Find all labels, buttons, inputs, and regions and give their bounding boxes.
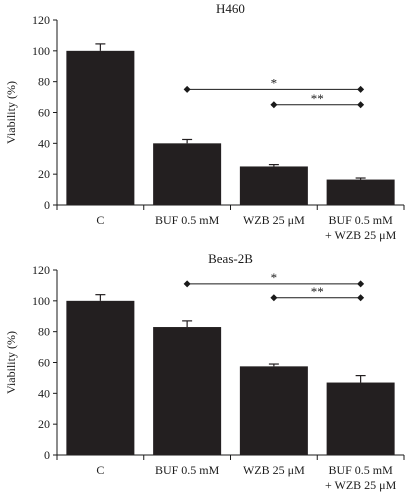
category-label: WZB 25 μM	[243, 213, 305, 227]
significance-end-marker	[357, 85, 365, 93]
significance-end-marker	[183, 280, 191, 288]
y-tick-label: 0	[44, 198, 50, 212]
category-label: BUF 0.5 mM	[328, 213, 393, 227]
y-tick-label: 100	[32, 44, 50, 58]
bar	[66, 300, 135, 455]
y-axis-label: Viability (%)	[4, 81, 18, 144]
significance-label: *	[271, 75, 278, 90]
category-label: C	[96, 213, 104, 227]
y-tick-label: 80	[38, 75, 50, 89]
y-tick-label: 20	[38, 167, 50, 181]
category-label: + WZB 25 μM	[325, 478, 397, 492]
y-tick-label: 40	[38, 386, 50, 400]
category-label: + WZB 25 μM	[325, 228, 397, 242]
bar	[153, 327, 222, 455]
bar	[326, 382, 395, 455]
significance-label: **	[311, 91, 324, 106]
significance-end-marker	[183, 85, 191, 93]
bar	[239, 366, 308, 455]
y-tick-label: 60	[38, 356, 50, 370]
category-label: WZB 25 μM	[243, 463, 305, 477]
category-label: BUF 0.5 mM	[155, 463, 220, 477]
significance-end-marker	[357, 294, 365, 302]
y-tick-label: 60	[38, 106, 50, 120]
significance-label: **	[311, 284, 324, 299]
category-label: C	[96, 463, 104, 477]
significance-end-marker	[357, 280, 365, 288]
category-label: BUF 0.5 mM	[328, 463, 393, 477]
bar	[66, 50, 135, 206]
y-tick-label: 120	[32, 13, 50, 27]
y-tick-label: 120	[32, 263, 50, 277]
y-tick-label: 40	[38, 136, 50, 150]
y-tick-label: 80	[38, 325, 50, 339]
bar	[153, 143, 222, 205]
chart-title: Beas-2B	[208, 251, 253, 266]
y-tick-label: 100	[32, 294, 50, 308]
y-axis-label: Viability (%)	[4, 331, 18, 394]
category-label: BUF 0.5 mM	[155, 213, 220, 227]
bar	[326, 179, 395, 205]
y-tick-label: 20	[38, 417, 50, 431]
y-tick-label: 0	[44, 448, 50, 462]
significance-end-marker	[357, 101, 365, 109]
chart-h460: H460 Viability (%) 0 20 40 60 80 100 120 C BUF 0.5…	[4, 1, 405, 242]
significance-label: *	[271, 270, 278, 285]
bar	[239, 166, 308, 205]
chart-beas-2b: Beas-2B Viability (%) 0 20 40 60 80 100 120 C BUF …	[4, 251, 405, 492]
significance-end-marker	[270, 101, 278, 109]
significance-end-marker	[270, 294, 278, 302]
chart-title: H460	[216, 1, 245, 16]
